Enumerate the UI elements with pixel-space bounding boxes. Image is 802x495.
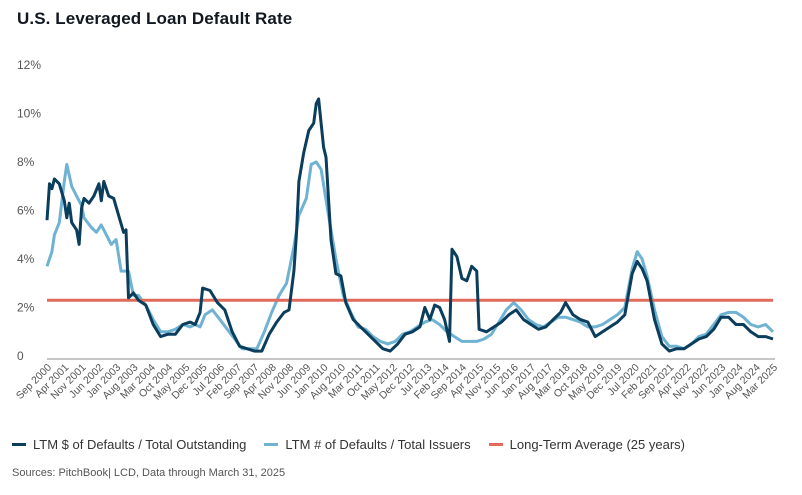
y-tick-label: 8% (17, 155, 35, 169)
legend-item-issuer-defaults: LTM # of Defaults / Total Issuers (264, 437, 471, 452)
legend-label: LTM $ of Defaults / Total Outstanding (33, 437, 247, 452)
y-tick-label: 4% (17, 252, 35, 266)
legend-swatch (12, 443, 26, 446)
y-tick-label: 10% (17, 107, 41, 121)
legend-label: LTM # of Defaults / Total Issuers (285, 437, 471, 452)
legend-swatch (488, 443, 503, 446)
y-tick-label: 2% (17, 301, 35, 315)
legend-label: Long-Term Average (25 years) (509, 437, 685, 452)
legend-item-dollar-defaults: LTM $ of Defaults / Total Outstanding (12, 437, 246, 452)
legend-item-long-term-average: Long-Term Average (25 years) (488, 437, 685, 452)
legend-swatch (264, 443, 279, 446)
y-axis: 0 2% 4% 6% 8% 10% 12% (17, 58, 41, 363)
chart-title: U.S. Leveraged Loan Default Rate (17, 9, 293, 28)
issuer-default-rate-line (45, 160, 775, 351)
y-tick-label: 12% (17, 58, 41, 72)
series-group (45, 97, 775, 353)
y-tick-label: 6% (17, 204, 35, 218)
dollar-default-rate-line (45, 97, 774, 353)
legend: LTM $ of Defaults / Total Outstanding LT… (12, 437, 685, 452)
source-note: Sources: PitchBook| LCD, Data through Ma… (12, 467, 286, 479)
y-tick-label: 0 (17, 349, 24, 363)
